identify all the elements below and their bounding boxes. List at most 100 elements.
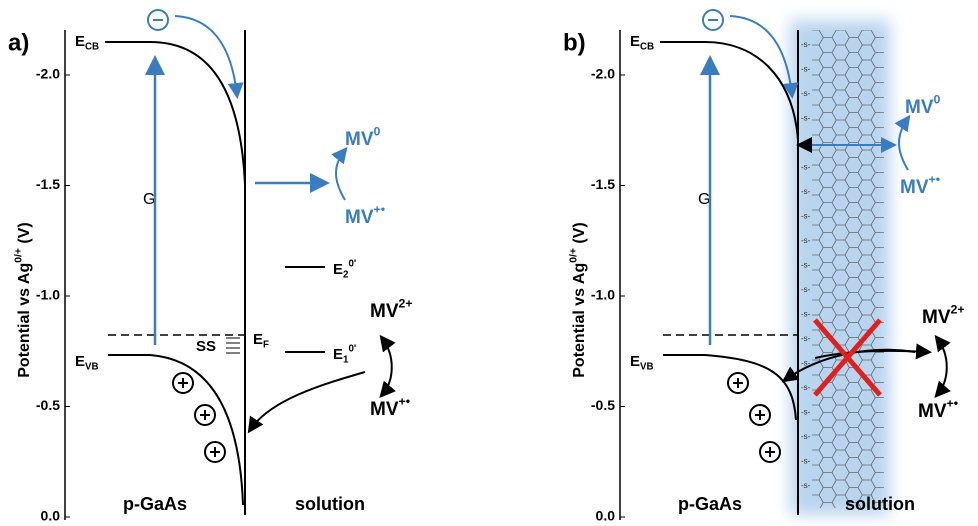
e2-label-main: E (333, 261, 343, 278)
linker-label: -s- (801, 285, 811, 294)
linker-label: -s- (801, 334, 811, 343)
mv0-main: MV (345, 129, 374, 150)
axis-title-main: Potential vs Ag (16, 263, 33, 378)
mv0-sup: 0 (934, 93, 941, 107)
redox-arrow (934, 334, 951, 399)
electron-path (174, 15, 244, 99)
reduction-arrow (894, 114, 911, 171)
ss-label: SS (196, 338, 216, 355)
mv-rad-blue-sup: +• (929, 173, 941, 187)
gap-label: G (143, 191, 155, 208)
tick-label: -1.5 (591, 176, 615, 192)
axis-title: Potential vs Ag0/+ (V) (568, 222, 588, 378)
linker-label: -s- (801, 383, 811, 392)
linker-label: -s- (801, 408, 811, 417)
evb-label-sub: VB (640, 361, 654, 372)
tick-label: -1.0 (36, 287, 60, 303)
hole-transfer (247, 371, 366, 434)
region-label: p-GaAs (123, 494, 187, 514)
region-label: solution (845, 494, 915, 514)
ecb-label-sub: CB (640, 41, 654, 52)
e1-label-main: E (333, 346, 343, 363)
valence-band (663, 354, 797, 421)
ef-label: EF (253, 331, 269, 350)
evb-label-sub: VB (85, 361, 99, 372)
mv2-main: MV (370, 301, 399, 322)
linker-label: -s- (801, 261, 811, 270)
tick-label: -0.5 (36, 397, 60, 413)
e1-label-sub: 1 (343, 354, 349, 365)
ecb-label: ECB (630, 33, 654, 52)
valence-band (108, 354, 244, 506)
axis-title-tail: (V) (571, 222, 588, 248)
mv2-sup: 2+ (399, 297, 413, 311)
axis-title: Potential vs Ag0/+ (V) (13, 222, 33, 378)
tick-label: -1.0 (591, 287, 615, 303)
e1-label: E10' (333, 343, 356, 365)
evb-label: EVB (630, 353, 654, 372)
tick-label: -2.0 (591, 66, 615, 82)
mv0-main: MV (905, 97, 934, 118)
linker-label: -s- (801, 359, 811, 368)
ecb-label: ECB (75, 33, 99, 52)
linker-label: -s- (801, 114, 811, 123)
mv-rad-blue: MV+• (345, 203, 385, 228)
evb-label-main: E (630, 353, 640, 370)
evb-label: EVB (75, 353, 99, 372)
linker-label: -s- (801, 40, 811, 49)
e1-label-sup: 0' (348, 343, 356, 354)
mv2-sup: 2+ (951, 303, 965, 317)
mv0: MV0 (905, 93, 941, 118)
linker-label: -s- (801, 212, 811, 221)
blocked-transfer (814, 343, 932, 360)
mv0-sup: 0 (374, 125, 381, 139)
panel-label: b) (563, 29, 586, 56)
linker-label: -s- (801, 457, 811, 466)
linker-label: -s- (801, 89, 811, 98)
tick-label: -0.5 (591, 397, 615, 413)
panel-label: a) (8, 29, 29, 56)
mv-rad: MV+• (370, 395, 410, 420)
linker-label: -s- (801, 432, 811, 441)
mv-rad-sup: +• (947, 397, 959, 411)
axis-title-main: Potential vs Ag (571, 263, 588, 378)
e2-label-sup: 0' (348, 258, 356, 269)
mv-rad: MV+• (918, 397, 958, 422)
linker-label: -s- (801, 236, 811, 245)
e2-label: E20' (333, 258, 356, 280)
redox-arrow (379, 334, 396, 399)
block-mark (813, 318, 882, 397)
tick-label: -2.0 (36, 66, 60, 82)
electron-path (729, 15, 799, 99)
mv2-main: MV (922, 307, 951, 328)
axis-title-sup: 0/+ (13, 248, 24, 263)
ecb-label-sub: CB (85, 41, 99, 52)
mv-rad-blue-main: MV (900, 177, 929, 198)
linker-label: -s- (801, 310, 811, 319)
mv2: MV2+ (370, 297, 413, 322)
tick-label: -1.5 (36, 176, 60, 192)
evb-label-main: E (75, 353, 85, 370)
reduction-arrow (331, 146, 348, 201)
tick-label: 0.0 (596, 508, 616, 524)
ef-label-sub: F (263, 339, 269, 350)
mv2: MV2+ (922, 303, 965, 328)
e2-label-sub: 2 (343, 269, 349, 280)
ef-label-main: E (253, 331, 263, 348)
mv-rad-blue: MV+• (900, 173, 940, 198)
conduction-band (660, 41, 799, 141)
region-label: solution (295, 494, 365, 514)
linker-label: -s- (801, 65, 811, 74)
ecb-label-main: E (75, 33, 85, 50)
mv-rad-main: MV (370, 399, 399, 420)
mv-rad-main: MV (918, 401, 947, 422)
ecb-label-main: E (630, 33, 640, 50)
linker-label: -s- (801, 163, 811, 172)
axis-title-tail: (V) (16, 222, 33, 248)
tick-label: 0.0 (41, 508, 61, 524)
mv-rad-blue-main: MV (345, 207, 374, 228)
linker-label: -s- (801, 481, 811, 490)
region-label: p-GaAs (678, 494, 742, 514)
axis-title-sup: 0/+ (568, 248, 579, 263)
